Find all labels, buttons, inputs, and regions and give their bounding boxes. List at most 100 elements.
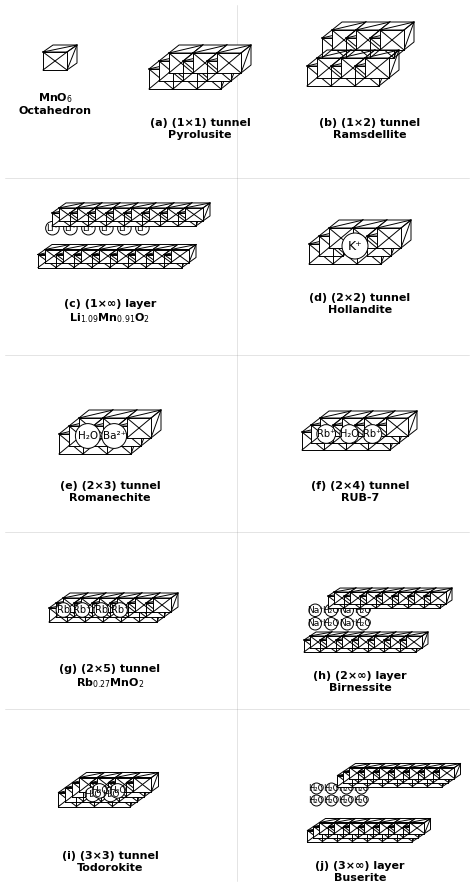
Polygon shape [353, 228, 377, 248]
Polygon shape [185, 208, 203, 221]
Polygon shape [92, 603, 110, 617]
Polygon shape [309, 236, 343, 244]
Polygon shape [337, 830, 353, 842]
Polygon shape [92, 250, 99, 268]
Polygon shape [146, 254, 164, 268]
Polygon shape [128, 254, 146, 268]
Polygon shape [63, 593, 88, 598]
Polygon shape [344, 596, 360, 608]
Polygon shape [92, 598, 117, 603]
Polygon shape [127, 778, 152, 782]
Polygon shape [412, 775, 428, 787]
Polygon shape [383, 827, 389, 842]
Polygon shape [93, 426, 117, 446]
Polygon shape [152, 773, 158, 791]
Polygon shape [398, 772, 419, 775]
Text: Ba²⁺: Ba²⁺ [103, 431, 126, 441]
Polygon shape [389, 822, 394, 837]
Polygon shape [93, 418, 103, 446]
Polygon shape [119, 782, 127, 802]
Polygon shape [311, 425, 333, 443]
Circle shape [340, 424, 359, 443]
Circle shape [341, 783, 352, 794]
Polygon shape [169, 45, 203, 53]
Circle shape [356, 783, 367, 794]
Polygon shape [131, 426, 141, 454]
Polygon shape [344, 772, 358, 782]
Polygon shape [357, 236, 367, 264]
Polygon shape [384, 636, 406, 640]
Polygon shape [310, 636, 326, 648]
Polygon shape [377, 228, 401, 248]
Polygon shape [137, 782, 145, 802]
Text: (f) (2×4) tunnel
RUB-7: (f) (2×4) tunnel RUB-7 [311, 481, 409, 502]
Polygon shape [398, 592, 414, 604]
Text: H₂O: H₂O [354, 796, 370, 805]
Polygon shape [333, 236, 343, 264]
Polygon shape [322, 30, 356, 38]
Circle shape [102, 424, 127, 448]
Polygon shape [38, 250, 63, 254]
Polygon shape [77, 208, 95, 221]
Polygon shape [149, 61, 183, 69]
Polygon shape [410, 764, 430, 767]
Polygon shape [59, 208, 77, 221]
Polygon shape [368, 432, 390, 450]
Text: (e) (2×3) tunnel
Romanechite: (e) (2×3) tunnel Romanechite [60, 481, 160, 502]
Polygon shape [337, 827, 344, 842]
Polygon shape [124, 208, 149, 213]
Polygon shape [370, 30, 404, 38]
Polygon shape [67, 608, 85, 622]
Polygon shape [92, 250, 117, 254]
Polygon shape [430, 592, 446, 604]
Polygon shape [386, 411, 395, 436]
Polygon shape [398, 830, 412, 842]
Circle shape [136, 222, 149, 235]
Text: Li⁺: Li⁺ [118, 223, 131, 233]
Polygon shape [344, 767, 365, 772]
Polygon shape [367, 830, 383, 842]
Polygon shape [377, 425, 399, 443]
Polygon shape [58, 788, 83, 792]
Polygon shape [346, 425, 355, 450]
Polygon shape [121, 603, 128, 622]
Polygon shape [398, 588, 420, 592]
Polygon shape [374, 636, 390, 648]
Polygon shape [193, 45, 203, 73]
Polygon shape [79, 418, 103, 438]
Polygon shape [356, 22, 390, 30]
Polygon shape [350, 588, 372, 592]
Polygon shape [207, 53, 241, 61]
Polygon shape [406, 632, 428, 636]
Polygon shape [398, 827, 419, 830]
Circle shape [118, 222, 131, 235]
Polygon shape [390, 425, 399, 450]
Polygon shape [430, 588, 452, 592]
Polygon shape [403, 822, 425, 827]
Polygon shape [356, 22, 366, 50]
Polygon shape [328, 822, 335, 837]
Polygon shape [93, 418, 127, 426]
Polygon shape [128, 598, 135, 617]
Polygon shape [391, 228, 401, 256]
Polygon shape [99, 245, 106, 262]
Polygon shape [342, 411, 373, 418]
Polygon shape [398, 775, 412, 787]
Polygon shape [446, 588, 452, 604]
Polygon shape [428, 772, 434, 787]
Polygon shape [135, 250, 153, 262]
Circle shape [311, 783, 322, 794]
Polygon shape [81, 245, 106, 250]
Polygon shape [197, 69, 221, 89]
Polygon shape [337, 775, 353, 787]
Polygon shape [311, 418, 342, 425]
Polygon shape [439, 764, 461, 767]
Circle shape [317, 424, 336, 443]
Polygon shape [368, 636, 390, 640]
Polygon shape [95, 203, 120, 208]
Polygon shape [392, 592, 398, 608]
Polygon shape [386, 418, 408, 436]
Polygon shape [171, 250, 189, 262]
Text: (c) (1×∞) layer
Li$_{1.09}$Mn$_{0.91}$O$_2$: (c) (1×∞) layer Li$_{1.09}$Mn$_{0.91}$O$… [64, 299, 156, 325]
Polygon shape [117, 593, 142, 598]
